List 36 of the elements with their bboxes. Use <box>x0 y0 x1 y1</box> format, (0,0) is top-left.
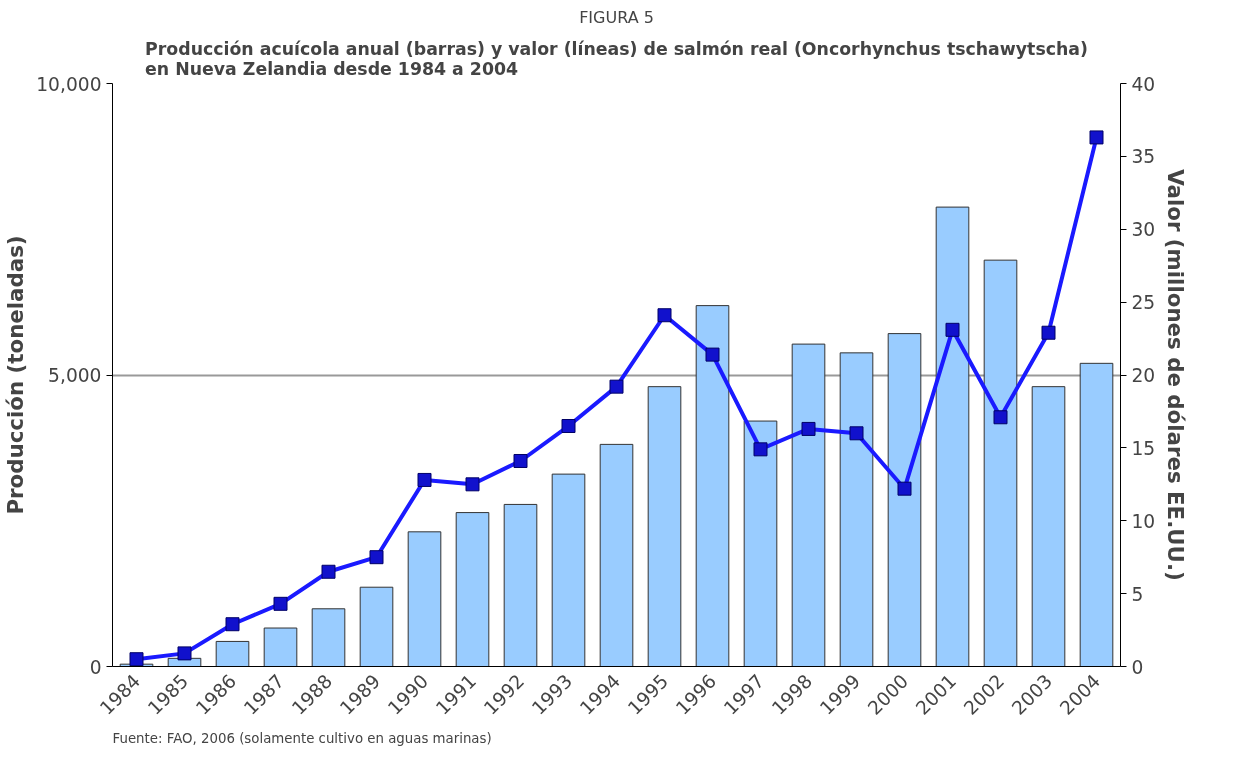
y2-tick-label: 35 <box>1131 146 1156 168</box>
source-note: Fuente: FAO, 2006 (solamente cultivo en aguas marinas) <box>112 730 492 746</box>
y2-tick-label: 15 <box>1131 437 1156 459</box>
bar <box>1031 386 1066 667</box>
y2-axis-title: Valor (millones de dólares EE.UU.) <box>1163 169 1189 581</box>
bar <box>599 443 634 667</box>
bar <box>551 473 586 667</box>
y2-tick-label: 20 <box>1131 365 1156 386</box>
bar <box>695 305 730 667</box>
bar <box>887 333 922 667</box>
y2-tick-label: 40 <box>1131 73 1156 95</box>
y-tick-label: 0 <box>89 656 102 678</box>
bar <box>647 386 682 667</box>
bar <box>743 420 778 667</box>
bar <box>503 503 538 667</box>
bar <box>791 343 826 667</box>
y-axis-title: Producción (toneladas) <box>3 235 29 515</box>
bar <box>359 586 394 667</box>
bar <box>455 512 490 667</box>
bar <box>839 352 874 667</box>
y2-tick-label: 25 <box>1131 292 1156 314</box>
y2-tick-label: 10 <box>1131 510 1156 532</box>
chart-subtitle: Producción acuícola anual (barras) y valor (líneas) de salmón real (Oncorhynchus tschawytscha) en Nueva Zelandia desde 1984 a 2004 <box>145 38 1088 79</box>
chart-title: FIGURA 5 <box>579 7 654 27</box>
y2-tick-label: 30 <box>1131 219 1156 241</box>
bar <box>311 608 346 667</box>
bar <box>263 627 298 667</box>
y-tick-label: 10,000 <box>36 73 102 95</box>
y2-tick-label: 5 <box>1131 583 1144 605</box>
bar <box>983 259 1018 667</box>
bar <box>935 206 970 667</box>
bar <box>215 640 250 667</box>
bar <box>407 531 442 667</box>
y2-tick-label: 0 <box>1131 656 1144 678</box>
bar <box>1079 362 1114 667</box>
y-tick-label: 5,000 <box>48 365 102 386</box>
